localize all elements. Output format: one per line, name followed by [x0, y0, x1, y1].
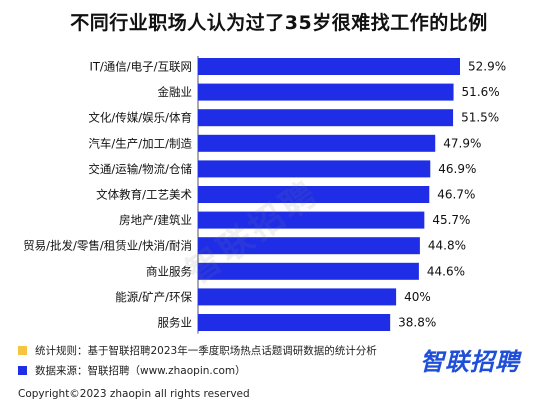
- value-label-1: 51.6%: [462, 85, 500, 99]
- value-label-3: 47.9%: [443, 136, 481, 150]
- brand-logo: 智联招聘: [420, 348, 520, 376]
- bar-7: [198, 237, 420, 255]
- bar-5: [198, 186, 430, 203]
- note-data-source: 数据来源：智联招聘（www.zhaopin.com）: [18, 363, 246, 378]
- bar-10: [198, 314, 391, 331]
- value-label-10: 38.8%: [398, 316, 436, 330]
- value-label-0: 52.9%: [468, 60, 506, 74]
- value-label-2: 51.5%: [461, 111, 499, 125]
- category-label-4: 交通/运输/物流/仓储: [88, 162, 192, 176]
- value-label-9: 40%: [404, 290, 431, 304]
- bar-8: [198, 262, 419, 280]
- category-label-0: IT/通信/电子/互联网: [89, 60, 192, 74]
- category-label-6: 房地产/建筑业: [119, 213, 192, 227]
- bar-6: [198, 211, 425, 229]
- category-label-10: 服务业: [158, 316, 193, 330]
- value-label-6: 45.7%: [432, 213, 470, 227]
- chart-title: 不同行业职场人认为过了35岁很难找工作的比例: [70, 12, 488, 34]
- category-label-3: 汽车/生产/加工/制造: [88, 136, 192, 150]
- value-label-7: 44.8%: [428, 239, 466, 253]
- bar-chart: IT/通信/电子/互联网 52.9% 金融业 51.6% 文化/传媒/娱乐/体育 51.5…: [23, 56, 506, 334]
- bar-1: [198, 83, 454, 101]
- value-label-4: 46.9%: [438, 162, 476, 176]
- category-label-8: 商业服务: [146, 264, 192, 278]
- category-label-7: 贸易/批发/零售/租赁业/快消/耐消: [23, 239, 192, 253]
- value-label-8: 44.6%: [427, 264, 465, 278]
- category-label-2: 文化/传媒/娱乐/体育: [88, 111, 192, 125]
- note-data-source-text: 数据来源：智联招聘（www.zhaopin.com）: [35, 365, 246, 377]
- note-stat-rule: 统计规则：基于智联招聘2023年一季度职场热点话题调研数据的统计分析: [18, 343, 377, 358]
- category-label-5: 文体教育/工艺美术: [96, 188, 192, 202]
- bar-3: [198, 134, 436, 152]
- value-label-5: 46.7%: [437, 188, 475, 202]
- bar-9: [198, 288, 397, 306]
- note-stat-rule-text: 统计规则：基于智联招聘2023年一季度职场热点话题调研数据的统计分析: [35, 345, 377, 357]
- copyright: Copyright©2023 zhaopin all rights reserv…: [18, 388, 250, 400]
- bar-2: [198, 109, 454, 127]
- bar-0: [198, 58, 460, 75]
- blue-square-icon: [18, 366, 27, 375]
- bar-4: [198, 160, 431, 178]
- category-label-1: 金融业: [158, 85, 193, 99]
- yellow-square-icon: [18, 346, 27, 355]
- category-label-9: 能源/矿产/环保: [115, 290, 192, 304]
